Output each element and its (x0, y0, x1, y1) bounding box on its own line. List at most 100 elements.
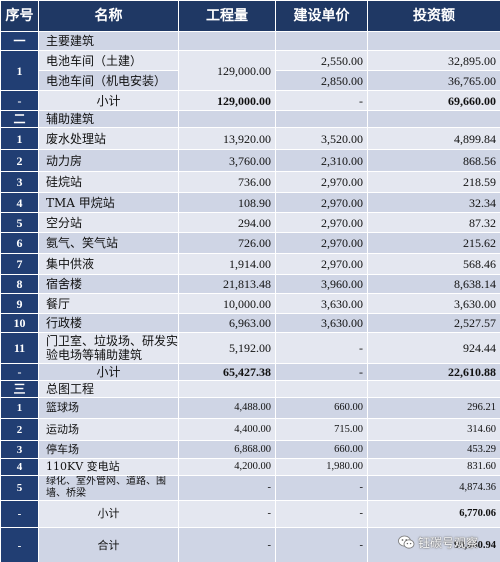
table-row: 电池车间（机电安装） 2,850.00 36,765.00 (1, 70, 500, 91)
price-cell: 2,970.00 (275, 253, 368, 275)
price-cell: 715.00 (275, 418, 368, 441)
qty-cell: - (178, 500, 276, 528)
invest-cell: 69,660.00 (367, 90, 500, 111)
price-cell: - (275, 527, 368, 562)
seq-cell: 2 (0, 149, 39, 172)
qty-cell: 1,914.00 (178, 253, 276, 275)
seq-cell: 8 (0, 274, 39, 294)
name-cell: 废水处理站 (38, 127, 179, 150)
price-cell: 2,850.00 (275, 70, 368, 91)
invest-cell: 99,040.94 (367, 527, 500, 562)
name-cell: 停车场 (38, 440, 179, 459)
qty-cell: 13,920.00 (178, 127, 276, 150)
seq-cell: 10 (0, 313, 39, 333)
seq-cell: 二 (0, 110, 39, 128)
subtotal-label: 小计 (38, 90, 179, 111)
name-cell: 篮球场 (38, 397, 179, 419)
seq-cell: - (0, 90, 39, 111)
invest-cell: 87.32 (367, 212, 500, 233)
subtotal-label: 小计 (38, 363, 179, 381)
section-title: 辅助建筑 (38, 110, 179, 128)
empty-cell (275, 110, 368, 128)
qty-cell: 726.00 (178, 232, 276, 254)
name-cell: 硅烷站 (38, 171, 179, 193)
section-title: 主要建筑 (38, 31, 179, 51)
seq-cell: 1 (0, 127, 39, 150)
table-row: 2 运动场 4,400.00 715.00 314.60 (0, 418, 500, 441)
invest-cell: 314.60 (367, 418, 500, 441)
watermark-text: 钰碳号观察 (418, 535, 479, 550)
name-cell: 氨气、笑气站 (38, 232, 179, 254)
empty-cell (178, 110, 276, 128)
table-row: 10 行政楼 6,963.00 3,630.00 2,527.57 (0, 313, 500, 333)
seq-cell: - (0, 527, 39, 562)
qty-cell: 129,000.00 (178, 90, 276, 111)
subtotal-row: - 小计 65,427.38 - 22,610.88 (0, 363, 500, 381)
name-cell: TMA 甲烷站 (38, 192, 179, 213)
invest-cell: 4,874.36 (367, 475, 500, 501)
empty-cell (367, 31, 500, 51)
price-cell: 2,970.00 (275, 171, 368, 193)
seq-cell: 6 (0, 232, 39, 254)
section-title: 总图工程 (38, 380, 179, 398)
seq-cell: - (0, 500, 39, 528)
invest-cell: 215.62 (367, 232, 500, 254)
price-cell: 660.00 (275, 397, 368, 419)
qty-cell: 4,488.00 (178, 397, 276, 419)
qty-cell: 6,963.00 (178, 313, 276, 333)
price-cell: 2,970.00 (275, 212, 368, 233)
table-header-row: 序号 名称 工程量 建设单价 投资额 (0, 0, 500, 32)
price-cell: - (275, 500, 368, 528)
empty-cell (367, 380, 500, 398)
subtotal-row: - 小计 - - 6,770.06 (0, 500, 500, 528)
seq-cell: 1 (0, 397, 39, 419)
seq-cell: 3 (0, 171, 39, 193)
table-row: 2 动力房 3,760.00 2,310.00 868.56 (0, 149, 500, 172)
qty-cell: 65,427.38 (178, 363, 276, 381)
table-row: 9 餐厅 10,000.00 3,630.00 3,630.00 (0, 293, 500, 314)
qty-cell: 736.00 (178, 171, 276, 193)
invest-cell: 22,610.88 (367, 363, 500, 381)
price-cell: 2,310.00 (275, 149, 368, 172)
table-row: 1 篮球场 4,488.00 660.00 296.21 (0, 397, 500, 419)
price-cell: 1,980.00 (275, 458, 368, 476)
price-cell: 3,630.00 (275, 293, 368, 314)
header-qty: 工程量 (178, 0, 276, 32)
qty-cell: 3,760.00 (178, 149, 276, 172)
invest-cell: 8,638.14 (367, 274, 500, 294)
qty-cell: 4,400.00 (178, 418, 276, 441)
seq-cell: 9 (0, 293, 39, 314)
total-row: - 合计 - - 99,040.94 (0, 527, 500, 562)
name-cell: 门卫室、垃圾场、研发实验电场等辅助建筑 (38, 332, 179, 364)
table-row: 1 电池车间（土建） 129,000.00 2,550.00 32,895.00 (0, 50, 500, 91)
invest-cell: 32,895.00 (367, 50, 500, 71)
invest-cell: 4,899.84 (367, 127, 500, 150)
price-cell: - (275, 90, 368, 111)
seq-cell: - (0, 363, 39, 381)
name-cell: 运动场 (38, 418, 179, 441)
name-cell: 行政楼 (38, 313, 179, 333)
qty-cell: - (178, 527, 276, 562)
invest-cell: 831.60 (367, 458, 500, 476)
qty-cell: 21,813.48 (178, 274, 276, 294)
price-cell: 3,520.00 (275, 127, 368, 150)
price-cell: - (275, 363, 368, 381)
invest-cell: 568.46 (367, 253, 500, 275)
name-cell: 110KV 变电站 (38, 458, 179, 476)
empty-cell (178, 31, 276, 51)
table-row: 11 门卫室、垃圾场、研发实验电场等辅助建筑 5,192.00 - 924.44 (0, 332, 500, 364)
seq-cell: 5 (0, 212, 39, 233)
name-cell: 餐厅 (38, 293, 179, 314)
table-row: 5 空分站 294.00 2,970.00 87.32 (0, 212, 500, 233)
seq-cell: 一 (0, 31, 39, 51)
qty-cell: 108.90 (178, 192, 276, 213)
qty-cell: 6,868.00 (178, 440, 276, 459)
header-seq: 序号 (0, 0, 39, 32)
invest-cell: 6,770.06 (367, 500, 500, 528)
wechat-icon (398, 535, 415, 549)
name-cell: 空分站 (38, 212, 179, 233)
name-cell: 绿化、室外管网、道路、围墙、桥梁 (38, 475, 179, 501)
empty-cell (367, 110, 500, 128)
qty-cell: - (178, 475, 276, 501)
